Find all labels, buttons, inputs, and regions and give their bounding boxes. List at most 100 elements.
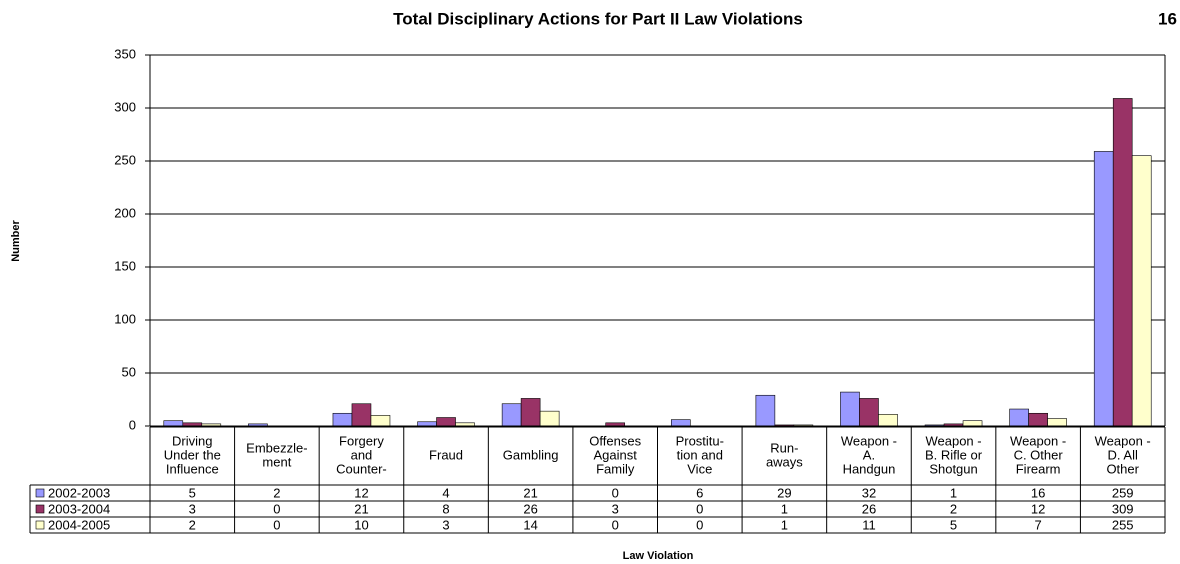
x-tick-label: D. All bbox=[1108, 447, 1138, 462]
legend-label: 2004-2005 bbox=[48, 517, 110, 532]
bar bbox=[670, 419, 691, 427]
y-tick-label: 0 bbox=[129, 417, 136, 432]
table-value: 2 bbox=[189, 517, 196, 532]
x-tick-label: Influence bbox=[166, 461, 219, 476]
y-tick-label: 100 bbox=[114, 311, 136, 326]
table-value: 0 bbox=[273, 501, 280, 516]
x-tick-label: ment bbox=[262, 454, 291, 469]
table-value: 309 bbox=[1112, 501, 1134, 516]
table-value: 10 bbox=[354, 517, 368, 532]
x-tick-label: Counter- bbox=[336, 461, 387, 476]
y-tick-label: 200 bbox=[114, 205, 136, 220]
table-value: 4 bbox=[442, 485, 449, 500]
bar bbox=[840, 391, 860, 427]
table-value: 26 bbox=[523, 501, 537, 516]
table-value: 0 bbox=[612, 485, 619, 500]
x-tick-label: B. Rifle or bbox=[925, 447, 983, 462]
y-tick-label: 250 bbox=[114, 152, 136, 167]
table-value: 7 bbox=[1035, 517, 1042, 532]
x-tick-label: Against bbox=[594, 447, 638, 462]
legend-swatch bbox=[35, 488, 45, 498]
x-tick-label: and bbox=[351, 447, 373, 462]
bar bbox=[1131, 155, 1152, 427]
x-tick-label: Family bbox=[596, 461, 635, 476]
bar bbox=[878, 414, 898, 427]
bar bbox=[539, 410, 560, 427]
x-tick-label: Weapon - bbox=[1095, 433, 1151, 448]
bar bbox=[1112, 98, 1133, 427]
bar bbox=[436, 417, 456, 427]
x-axis-title: Law Violation bbox=[623, 550, 694, 562]
bar bbox=[755, 394, 776, 427]
x-tick-label: tion and bbox=[677, 447, 723, 462]
x-tick-label: Fraud bbox=[429, 447, 463, 462]
table-value: 21 bbox=[354, 501, 368, 516]
table-value: 0 bbox=[273, 517, 280, 532]
x-tick-label: Gambling bbox=[503, 447, 559, 462]
x-tick-label: Vice bbox=[687, 461, 712, 476]
table-value: 11 bbox=[862, 517, 876, 532]
table-value: 2 bbox=[273, 485, 280, 500]
legend-swatch bbox=[35, 504, 45, 514]
x-tick-label: C. Other bbox=[1014, 447, 1064, 462]
x-tick-label: Embezzle- bbox=[246, 440, 307, 455]
table-value: 29 bbox=[777, 485, 791, 500]
table-value: 6 bbox=[696, 485, 703, 500]
x-tick-label: Other bbox=[1106, 461, 1139, 476]
x-tick-label: Weapon - bbox=[925, 433, 981, 448]
x-tick-label: A. bbox=[863, 447, 875, 462]
y-tick-label: 50 bbox=[122, 364, 136, 379]
x-tick-label: Under the bbox=[164, 447, 221, 462]
table-value: 16 bbox=[1031, 485, 1045, 500]
y-axis-title: Number bbox=[10, 220, 22, 262]
bar bbox=[332, 412, 353, 427]
bar bbox=[163, 420, 184, 427]
legend-label: 2002-2003 bbox=[48, 485, 110, 500]
bar bbox=[1093, 151, 1114, 427]
page-number: 16 bbox=[1158, 9, 1177, 28]
x-tick-label: Firearm bbox=[1016, 461, 1061, 476]
x-tick-label: aways bbox=[766, 454, 803, 469]
x-tick-label: Handgun bbox=[843, 461, 896, 476]
table-value: 21 bbox=[523, 485, 537, 500]
x-tick-label: Shotgun bbox=[929, 461, 977, 476]
table-value: 1 bbox=[781, 501, 788, 516]
bar bbox=[962, 420, 983, 427]
bar bbox=[351, 403, 372, 427]
table-value: 5 bbox=[189, 485, 196, 500]
legend-label: 2003-2004 bbox=[48, 501, 110, 516]
x-tick-label: Prostitu- bbox=[676, 433, 724, 448]
table-value: 2 bbox=[950, 501, 957, 516]
table-value: 1 bbox=[950, 485, 957, 500]
table-value: 0 bbox=[696, 501, 703, 516]
legend-swatch bbox=[35, 520, 45, 530]
table-value: 3 bbox=[442, 517, 449, 532]
y-tick-label: 150 bbox=[114, 258, 136, 273]
x-tick-label: Run- bbox=[770, 440, 798, 455]
chart-title: Total Disciplinary Actions for Part II L… bbox=[393, 9, 803, 28]
table-value: 1 bbox=[781, 517, 788, 532]
y-tick-label: 300 bbox=[114, 99, 136, 114]
table-value: 0 bbox=[612, 517, 619, 532]
x-tick-label: Forgery bbox=[339, 433, 384, 448]
table-value: 3 bbox=[612, 501, 619, 516]
bar bbox=[501, 403, 522, 427]
table-value: 14 bbox=[523, 517, 537, 532]
table-value: 12 bbox=[1031, 501, 1045, 516]
bar bbox=[1009, 408, 1029, 427]
x-tick-label: Driving bbox=[172, 433, 212, 448]
bar bbox=[370, 415, 391, 427]
bar bbox=[417, 421, 437, 427]
table-value: 32 bbox=[862, 485, 876, 500]
x-tick-label: Weapon - bbox=[841, 433, 897, 448]
bar bbox=[1028, 412, 1048, 427]
table-value: 26 bbox=[862, 501, 876, 516]
y-tick-label: 350 bbox=[114, 46, 136, 61]
bar bbox=[520, 398, 541, 427]
bar bbox=[859, 398, 879, 427]
table-value: 259 bbox=[1112, 485, 1134, 500]
table-value: 5 bbox=[950, 517, 957, 532]
bar bbox=[1047, 418, 1067, 427]
x-tick-label: Weapon - bbox=[1010, 433, 1066, 448]
